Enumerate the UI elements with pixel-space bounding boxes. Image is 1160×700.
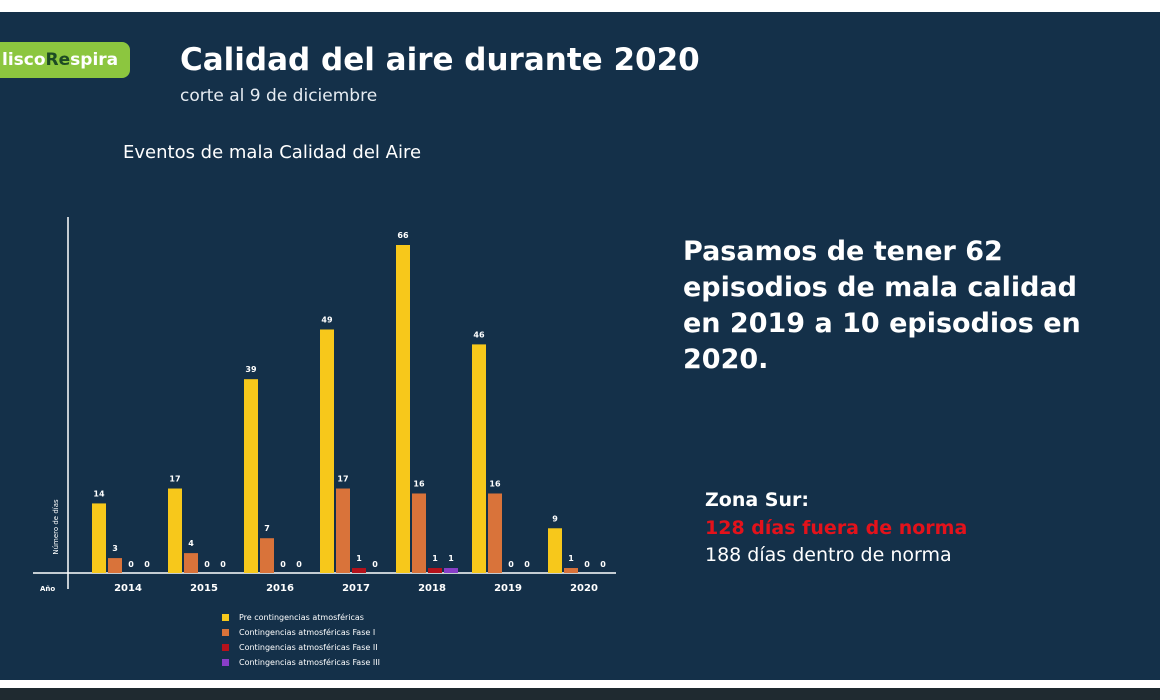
data-label-2017-series-1: 49: [321, 315, 333, 324]
bar-2019-series-2: [488, 493, 502, 573]
bar-2019-series-1: [472, 344, 486, 573]
x-tick-2018: 2018: [418, 583, 446, 594]
bar-2018-series-4: [444, 568, 458, 573]
zona-sur-title: Zona Sur:: [705, 489, 809, 511]
legend-label-1: Pre contingencias atmosféricas: [239, 613, 364, 622]
data-label-2016-series-1: 39: [245, 365, 257, 374]
x-tick-2015: 2015: [190, 583, 218, 594]
legend-label-2: Contingencias atmosféricas Fase I: [239, 628, 376, 637]
bar-chart: Número de días Año 14 3 0 0 2014 17 4 0 0 2015 39 7 0 0…: [33, 217, 616, 594]
bar-2015-series-1: [168, 488, 182, 573]
data-label-2018-series-4: 1: [448, 554, 454, 563]
data-label-2020-series-3: 0: [584, 560, 590, 569]
zona-sur-fuera-norma: 128 días fuera de norma: [705, 517, 968, 539]
page-title: Calidad del aire durante 2020: [180, 42, 700, 78]
data-label-2015-series-2: 4: [188, 539, 194, 548]
legend-swatch-4: [222, 659, 229, 666]
data-label-2020-series-2: 1: [568, 554, 574, 563]
x-tick-2016: 2016: [266, 583, 294, 594]
data-label-2019-series-4: 0: [524, 560, 530, 569]
bar-2018-series-2: [412, 493, 426, 573]
data-label-2018-series-2: 16: [413, 479, 425, 488]
legend-swatch-2: [222, 629, 229, 636]
legend-swatch-3: [222, 644, 229, 651]
logo-text-2: Re: [45, 50, 71, 70]
data-label-2015-series-1: 17: [169, 475, 180, 484]
bar-2016-series-1: [244, 379, 258, 573]
chart-legend: Pre contingencias atmosféricas Contingenc…: [222, 610, 380, 670]
data-label-2016-series-2: 7: [264, 524, 270, 533]
data-label-2020-series-1: 9: [552, 514, 558, 523]
chart-title: Eventos de mala Calidad del Aire: [123, 142, 422, 163]
data-label-2017-series-4: 0: [372, 560, 378, 569]
headline-text: Pasamos de tener 62 episodios de mala ca…: [683, 236, 1081, 375]
data-label-2017-series-2: 17: [337, 475, 348, 484]
data-label-2019-series-1: 46: [473, 330, 485, 339]
bar-2017-series-3: [352, 568, 366, 573]
bar-2017-series-2: [336, 488, 350, 573]
logo-text-1: lisco: [2, 50, 46, 70]
bar-2018-series-3: [428, 568, 442, 573]
bar-2020-series-2: [564, 568, 578, 573]
x-tick-2014: 2014: [114, 583, 142, 594]
legend-swatch-1: [222, 614, 229, 621]
data-label-2015-series-3: 0: [204, 560, 210, 569]
data-label-2019-series-2: 16: [489, 479, 501, 488]
bar-2014-series-2: [108, 558, 122, 573]
legend-item-4: Contingencias atmosféricas Fase III: [222, 655, 380, 670]
legend-item-1: Pre contingencias atmosféricas: [222, 610, 380, 625]
bar-2015-series-2: [184, 553, 198, 573]
x-axis-label: Año: [40, 585, 55, 593]
slide: lisco Re spira Calidad del aire durante 2…: [0, 12, 1160, 680]
data-label-2014-series-2: 3: [112, 544, 118, 553]
bar-2017-series-1: [320, 329, 334, 573]
bottom-strip: [0, 688, 1160, 700]
data-label-2014-series-4: 0: [144, 560, 150, 569]
x-tick-2017: 2017: [342, 583, 370, 594]
data-label-2017-series-3: 1: [356, 554, 362, 563]
x-tick-2020: 2020: [570, 583, 598, 594]
y-axis-label: Número de días: [52, 499, 60, 555]
data-label-2019-series-3: 0: [508, 560, 514, 569]
legend-item-2: Contingencias atmosféricas Fase I: [222, 625, 380, 640]
bar-2014-series-1: [92, 503, 106, 573]
data-label-2018-series-1: 66: [397, 231, 409, 240]
bar-2020-series-1: [548, 528, 562, 573]
legend-label-3: Contingencias atmosféricas Fase II: [239, 643, 378, 652]
legend-label-4: Contingencias atmosféricas Fase III: [239, 658, 380, 667]
zona-sur-dentro-norma: 188 días dentro de norma: [705, 544, 952, 566]
data-label-2018-series-3: 1: [432, 554, 438, 563]
jalisco-respira-logo: lisco Re spira: [0, 42, 131, 78]
data-label-2020-series-4: 0: [600, 560, 606, 569]
legend-item-3: Contingencias atmosféricas Fase II: [222, 640, 380, 655]
data-label-2016-series-4: 0: [296, 560, 302, 569]
page-subtitle: corte al 9 de diciembre: [180, 86, 378, 106]
x-tick-2019: 2019: [494, 583, 522, 594]
data-label-2015-series-4: 0: [220, 560, 226, 569]
data-label-2014-series-3: 0: [128, 560, 134, 569]
data-label-2016-series-3: 0: [280, 560, 286, 569]
data-label-2014-series-1: 14: [93, 489, 105, 498]
logo-text-3: spira: [70, 50, 119, 70]
bar-2016-series-2: [260, 538, 274, 573]
bar-2018-series-1: [396, 245, 410, 573]
